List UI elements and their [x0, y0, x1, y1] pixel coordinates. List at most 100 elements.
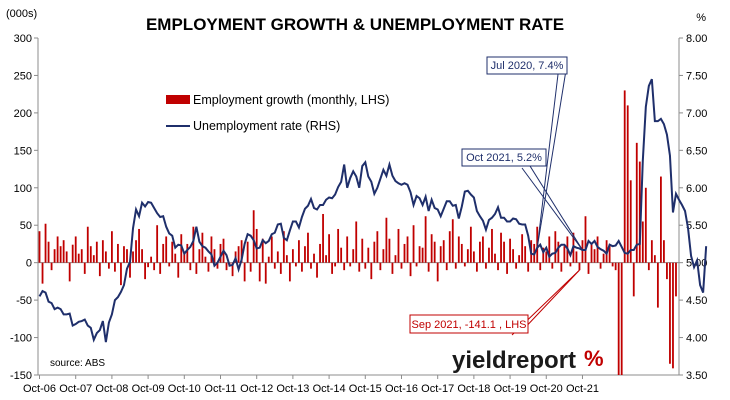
annotations: Jul 2020, 7.4% Oct 2021, 5.2% Sep 2021, -1… — [409, 56, 583, 336]
x-tick-label: Oct-12 — [240, 383, 273, 395]
employment-bar — [68, 262, 71, 282]
employment-bar — [123, 246, 125, 263]
employment-bar — [249, 262, 252, 272]
employment-bar — [343, 262, 346, 271]
employment-bar — [310, 262, 312, 269]
employment-bar — [448, 231, 451, 263]
employment-bar — [596, 236, 599, 263]
employment-bar — [126, 249, 128, 263]
employment-bar — [44, 223, 47, 263]
annotation-label: Oct 2021, 5.2% — [466, 152, 542, 164]
unemployment-rate-line — [38, 78, 708, 343]
right-tick-label: 7.50 — [686, 70, 707, 82]
employment-bar — [584, 216, 587, 263]
employment-bar — [258, 262, 261, 282]
employment-bar — [237, 246, 240, 263]
annotation-leader — [521, 167, 583, 251]
employment-bar — [74, 236, 77, 263]
employment-bar — [183, 253, 186, 263]
employment-bar — [165, 236, 168, 263]
employment-bar — [101, 240, 104, 263]
left-tick-label: 0 — [26, 258, 32, 270]
employment-bar — [80, 249, 83, 263]
employment-bar — [168, 262, 171, 267]
employment-bar — [282, 231, 285, 263]
employment-bar — [675, 262, 677, 297]
employment-bar — [602, 253, 605, 263]
x-tick-label: Oct-21 — [566, 383, 599, 395]
employment-bar — [346, 236, 349, 263]
employment-bar — [316, 262, 318, 278]
employment-bar — [59, 246, 62, 263]
employment-bar — [304, 246, 306, 263]
employment-bar — [518, 255, 521, 263]
employment-bar — [270, 236, 273, 263]
employment-bar — [198, 249, 201, 263]
employment-bar — [71, 244, 74, 263]
employment-bar — [337, 228, 340, 263]
employment-bar — [147, 262, 150, 268]
employment-bar — [659, 176, 662, 263]
employment-bar — [406, 236, 409, 263]
right-tick-label: 5.50 — [686, 220, 707, 232]
annotation-leader — [519, 269, 580, 334]
employment-bar — [563, 246, 566, 263]
employment-bar — [644, 187, 647, 263]
employment-bar — [650, 240, 653, 263]
employment-bar — [162, 243, 165, 263]
x-tick-label: Oct-11 — [204, 383, 236, 395]
employment-bar — [632, 262, 635, 297]
employment-bar — [581, 240, 584, 263]
employment-bar — [539, 262, 542, 271]
employment-bar — [355, 221, 358, 263]
employment-bar — [301, 262, 303, 272]
employment-bar — [545, 251, 548, 263]
employment-bar — [114, 262, 116, 272]
x-tick-label: Oct-17 — [421, 383, 454, 395]
right-axis-unit: % — [696, 12, 706, 24]
employment-bar — [494, 253, 496, 263]
right-tick-label: 7.00 — [686, 108, 707, 120]
employment-bar — [95, 241, 98, 263]
x-tick-label: Oct-20 — [530, 383, 563, 395]
legend-swatch-employment — [166, 95, 190, 104]
employment-bar — [77, 253, 80, 263]
employment-bar — [608, 246, 611, 263]
left-tick-label: 200 — [14, 108, 32, 120]
employment-bar — [322, 213, 324, 263]
employment-bar — [656, 262, 659, 308]
x-tick-label: Oct-18 — [457, 383, 490, 395]
employment-bar — [171, 241, 174, 263]
employment-bar — [590, 243, 593, 263]
left-tick-label: -150 — [10, 370, 32, 382]
employment-bar — [264, 262, 267, 284]
employment-bar — [210, 236, 213, 263]
source-note: source: ABS — [50, 358, 105, 369]
employment-bar — [454, 262, 457, 269]
employment-bar — [47, 241, 50, 263]
employment-bar — [611, 262, 614, 267]
employment-bar — [497, 262, 499, 271]
left-tick-label: -50 — [16, 295, 32, 307]
employment-bar — [319, 243, 321, 263]
employment-bar — [560, 262, 563, 272]
employment-bar — [503, 241, 505, 263]
employment-bar — [225, 262, 228, 271]
employment-bar — [65, 251, 68, 263]
employment-bar — [527, 262, 530, 272]
employment-bar — [427, 262, 430, 272]
employment-bar — [295, 262, 297, 267]
employment-bar — [617, 262, 620, 375]
employment-bar — [391, 262, 394, 274]
employment-bar — [641, 221, 644, 263]
employment-bar — [159, 262, 162, 274]
employment-bar — [307, 232, 309, 263]
employment-bar — [491, 228, 493, 263]
annotation-label: Jul 2020, 7.4% — [491, 60, 564, 72]
employment-bar — [276, 251, 279, 263]
employment-bar — [587, 262, 590, 274]
x-tick-label: Oct-08 — [95, 383, 128, 395]
annotation-box — [486, 56, 568, 75]
employment-bar — [653, 255, 656, 263]
